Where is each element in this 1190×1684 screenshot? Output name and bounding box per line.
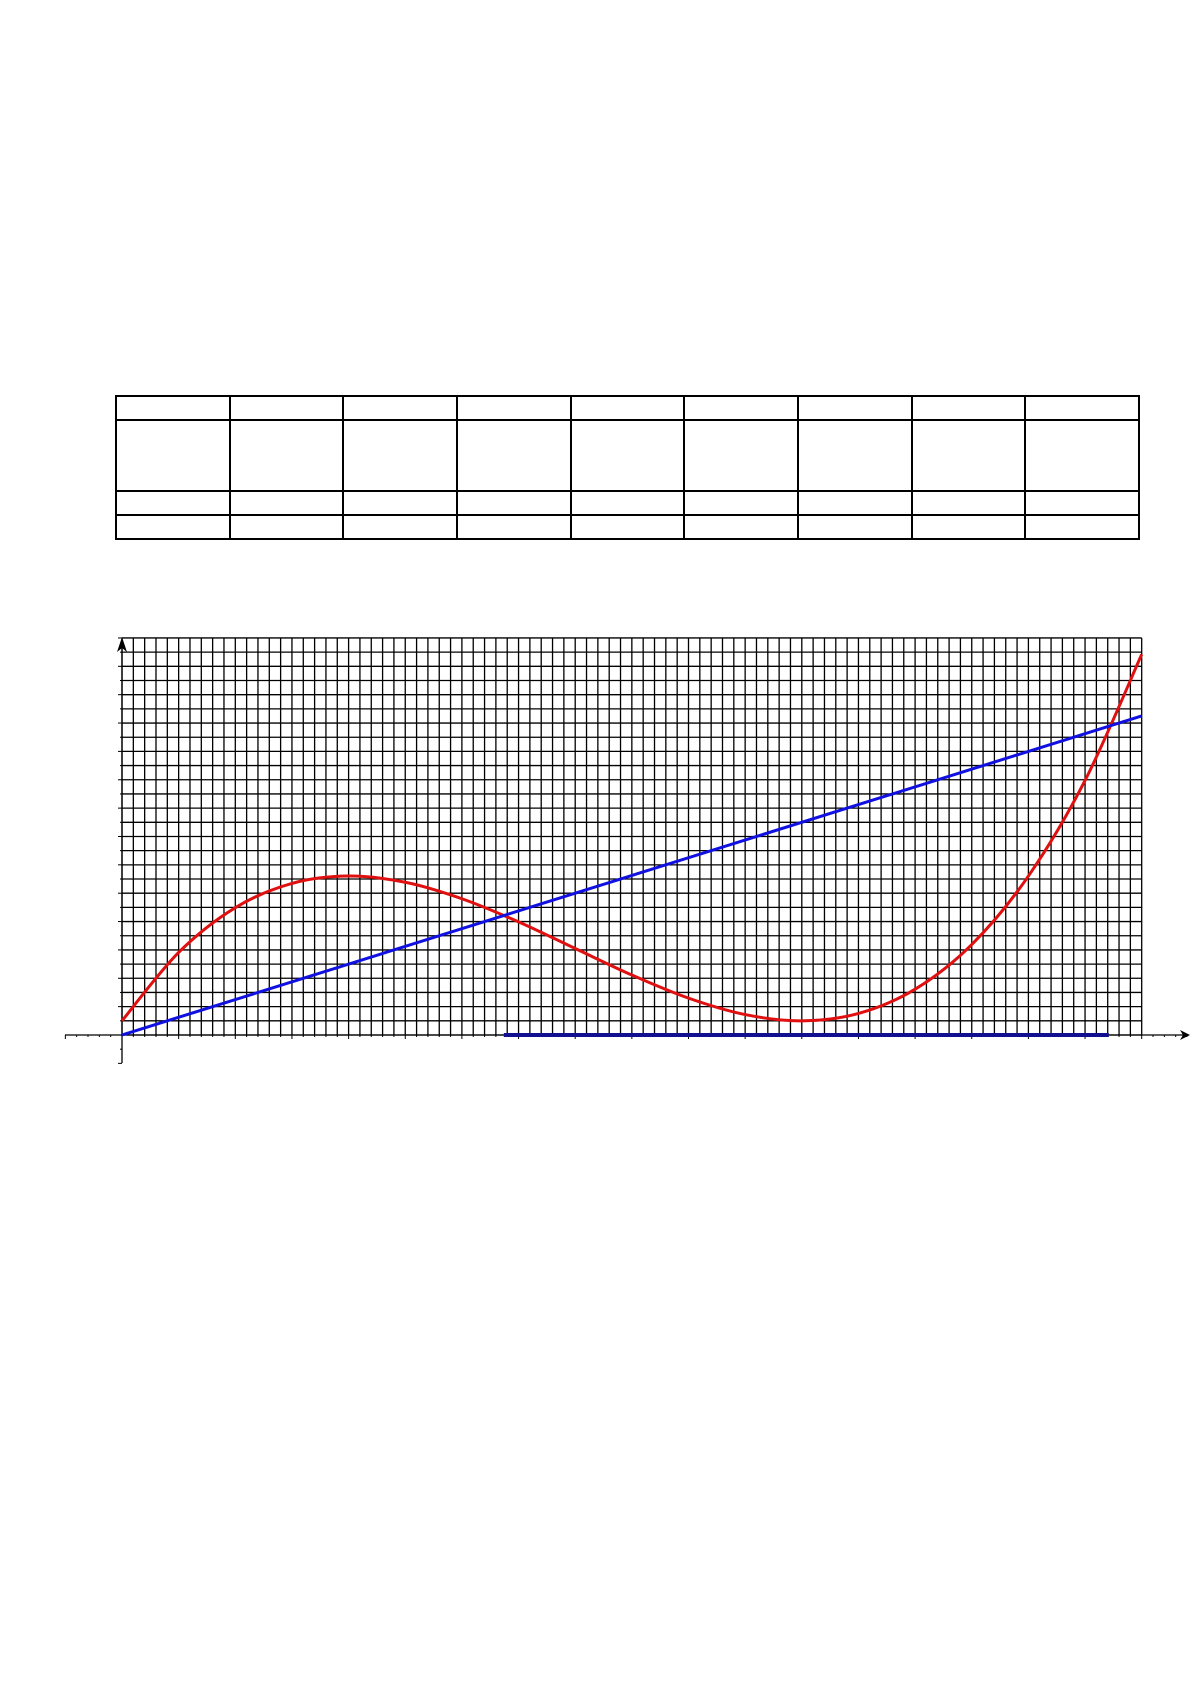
table-cell — [455, 395, 572, 421]
table-cell — [683, 419, 799, 492]
table-cell — [569, 419, 686, 492]
table-cell — [1024, 419, 1140, 492]
table-cell — [228, 395, 345, 421]
table-cell — [910, 514, 1027, 540]
table-cell — [455, 490, 572, 516]
table-cell — [910, 395, 1027, 421]
table-row — [115, 419, 1140, 492]
table-cell — [342, 490, 458, 516]
table-cell — [228, 490, 345, 516]
table-cell — [796, 419, 913, 492]
table-cell — [1024, 395, 1140, 421]
table-cell — [115, 514, 231, 540]
table-row — [115, 514, 1140, 540]
table-cell — [796, 514, 913, 540]
table-cell — [455, 514, 572, 540]
table-row — [115, 395, 1140, 421]
table-cell — [342, 514, 458, 540]
table-cell — [342, 395, 458, 421]
y-axis-arrow — [117, 637, 127, 652]
table-cell — [569, 514, 686, 540]
table-cell — [115, 490, 231, 516]
table-row — [115, 490, 1140, 516]
table-cell — [796, 395, 913, 421]
table-cell — [228, 514, 345, 540]
blue-line — [121, 714, 1143, 1037]
table-cell — [115, 395, 231, 421]
table-cell — [910, 419, 1027, 492]
table-cell — [910, 490, 1027, 516]
table-cell — [683, 514, 799, 540]
table-cell — [1024, 490, 1140, 516]
table-cell — [569, 490, 686, 516]
table-cell — [455, 419, 572, 492]
table-cell — [683, 395, 799, 421]
table-cell — [115, 419, 231, 492]
curves — [120, 653, 1144, 1037]
table-cell — [796, 490, 913, 516]
table-cell — [683, 490, 799, 516]
table-cell — [1024, 514, 1140, 540]
table-cell — [342, 419, 458, 492]
values-table — [115, 395, 1140, 540]
table-cell — [228, 419, 345, 492]
table-cell — [569, 395, 686, 421]
red-curve — [120, 653, 1144, 1023]
x-axis-arrow — [1180, 1030, 1190, 1040]
